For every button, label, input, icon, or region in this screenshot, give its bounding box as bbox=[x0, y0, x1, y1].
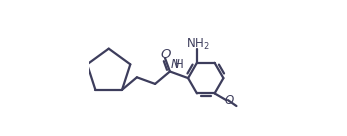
Text: N: N bbox=[170, 58, 179, 71]
Text: O: O bbox=[160, 48, 171, 61]
Text: NH$_2$: NH$_2$ bbox=[186, 37, 210, 52]
Text: H: H bbox=[175, 58, 183, 71]
Text: O: O bbox=[225, 94, 234, 107]
